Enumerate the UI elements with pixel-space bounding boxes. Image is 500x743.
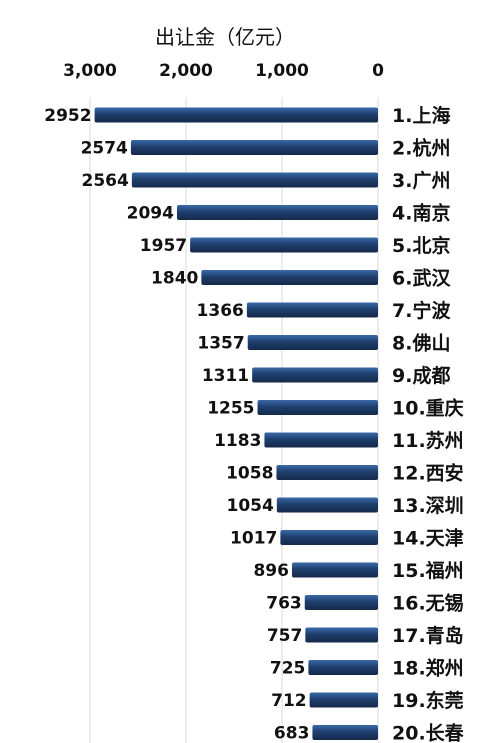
category-label: 1.上海 [392,104,450,127]
bar-value-label: 757 [267,626,303,646]
bar-value-label: 2952 [44,106,91,126]
bar [309,692,378,708]
category-labels: 1.上海 2.杭州 3.广州 4.南京 5.北京 6.武汉 7.宁波 8.佛山 9.成都 10.重… [392,104,464,743]
bar [264,432,378,448]
bar [94,107,378,123]
bars [94,107,378,740]
category-label: 11.苏州 [392,429,464,452]
bar [246,302,378,318]
bar [131,172,378,188]
bar [190,237,378,253]
bar [252,367,378,383]
bar-value-label: 2564 [82,171,129,191]
bar [276,465,378,480]
bar-value-label: 896 [253,561,289,581]
bar-value-label: 1017 [230,529,277,549]
bar-value-label: 712 [271,691,307,711]
bar-value-label: 763 [266,594,302,614]
bar-value-label: 683 [274,724,310,743]
category-label: 14.天津 [392,527,464,550]
category-label: 13.深圳 [392,494,464,517]
category-label: 5.北京 [392,234,450,257]
category-label: 3.广州 [392,169,450,192]
bar [201,270,378,285]
chart-title: 出让金（亿元） [155,25,295,49]
bar-value-label: 1840 [151,269,198,289]
bar-value-label: 725 [270,659,306,679]
bar [304,595,378,610]
bar-value-label: 1058 [226,464,273,484]
bar [276,497,378,513]
bar-value-label: 1183 [214,431,261,451]
bar-value-label: 2574 [81,139,128,159]
x-tick-label: 3,000 [63,61,117,81]
bar-value-label: 1366 [197,301,244,321]
category-label: 17.青岛 [392,624,464,647]
bar [308,660,378,675]
category-label: 2.杭州 [392,137,450,160]
bar [280,530,378,545]
value-labels: 2952 2574 2564 2094 1957 1840 1366 1357 1311 1255… [44,106,309,743]
bar-value-label: 1311 [202,366,249,386]
category-label: 19.东莞 [392,689,464,712]
category-label: 9.成都 [392,364,450,387]
category-label: 10.重庆 [392,397,464,420]
bar-value-label: 2094 [127,204,174,224]
x-tick-label: 2,000 [159,61,213,81]
category-label: 16.无锡 [392,592,464,615]
category-label: 6.武汉 [392,268,451,290]
bar-value-label: 1255 [207,399,254,419]
category-label: 7.宁波 [392,299,451,322]
bar [305,627,378,643]
x-axis-ticks: 3,000 2,000 1,000 0 [63,61,384,81]
category-label: 20.长春 [392,722,464,743]
category-label: 8.佛山 [392,332,450,355]
gridlines [89,97,379,743]
bar [291,562,378,578]
x-tick-label: 1,000 [255,61,309,81]
bar-value-label: 1957 [140,236,187,256]
category-label: 18.郑州 [392,658,464,680]
bar [176,205,378,220]
bar [312,725,378,740]
bar [247,335,378,350]
category-label: 15.福州 [392,559,464,582]
category-label: 4.南京 [392,202,450,225]
bar [257,400,378,415]
bar-value-label: 1054 [226,496,273,516]
category-label: 12.西安 [392,462,464,485]
bar [130,140,378,155]
x-tick-label: 0 [372,61,384,81]
bar-value-label: 1357 [197,334,244,354]
